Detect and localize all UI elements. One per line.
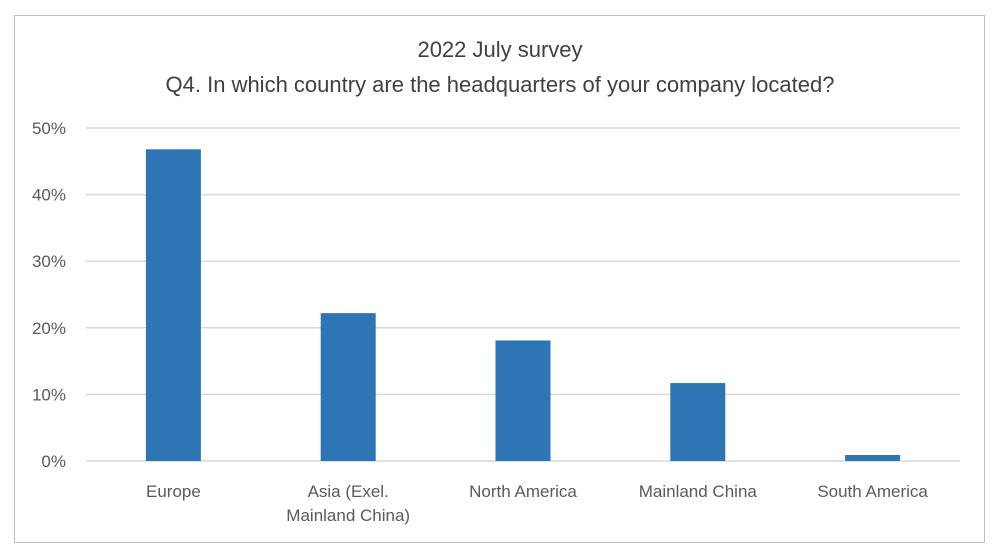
x-tick-label-line: Mainland China (639, 482, 758, 501)
x-tick-label: Mainland China (639, 482, 758, 501)
x-tick-label-line: Europe (146, 482, 201, 501)
bar (145, 149, 201, 461)
y-tick-label: 50% (32, 119, 66, 138)
gridlines (86, 127, 960, 462)
bar (845, 455, 901, 461)
bars (145, 149, 901, 461)
y-tick-label: 40% (32, 186, 66, 205)
x-tick-label: North America (469, 482, 577, 501)
x-tick-label: Europe (146, 482, 201, 501)
x-tick-label: South America (817, 482, 928, 501)
x-tick-label-line: North America (469, 482, 577, 501)
y-tick-label: 10% (32, 385, 66, 404)
x-tick-label-line: Mainland China) (286, 506, 410, 525)
x-tick-label-line: Asia (Exel. (308, 482, 389, 501)
y-tick-label: 20% (32, 319, 66, 338)
bar (320, 313, 376, 461)
bar (670, 383, 726, 461)
y-tick-label: 0% (41, 452, 66, 471)
chart-title: 2022 July survey (417, 37, 582, 62)
x-tick-label-line: South America (817, 482, 928, 501)
y-tick-label: 30% (32, 252, 66, 271)
bar (495, 340, 551, 461)
chart-subtitle: Q4. In which country are the headquarter… (166, 72, 835, 97)
x-tick-label: Asia (Exel. Mainland China) (286, 482, 410, 525)
y-axis-ticks: 0% 10% 20% 30% 40% 50% (32, 119, 66, 471)
x-axis-ticks: Europe Asia (Exel. Mainland China) North Am… (146, 482, 928, 525)
